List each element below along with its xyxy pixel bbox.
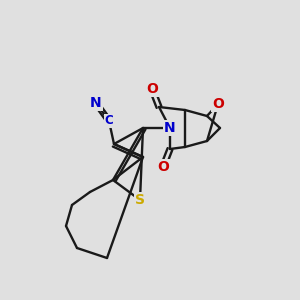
Text: N: N bbox=[164, 121, 176, 135]
Text: N: N bbox=[90, 96, 102, 110]
Text: O: O bbox=[157, 160, 169, 174]
Text: S: S bbox=[135, 193, 145, 207]
Text: O: O bbox=[212, 97, 224, 111]
Text: O: O bbox=[146, 82, 158, 96]
Text: C: C bbox=[105, 115, 113, 128]
